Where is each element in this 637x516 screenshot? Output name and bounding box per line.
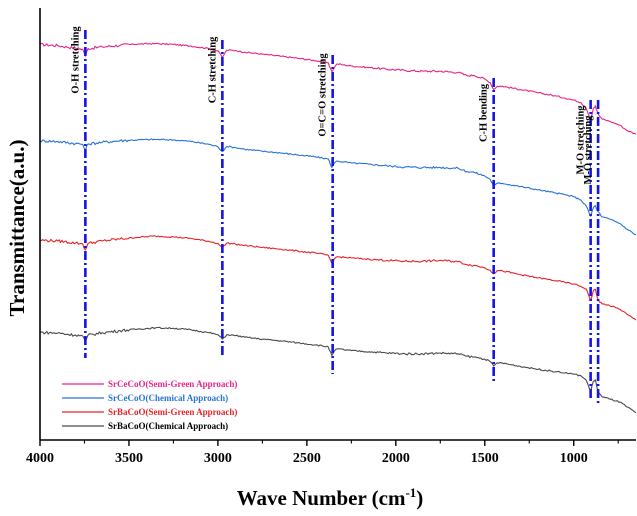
x-tick-label: 1500: [471, 451, 499, 466]
x-tick-label: 2000: [382, 451, 410, 466]
x-tick-label: 3500: [115, 451, 143, 466]
annotation-label: M-O stretching: [583, 115, 594, 185]
annotation-label: C-H bending: [479, 83, 490, 142]
annotation-label: C-H stretching: [207, 36, 218, 103]
legend-label: SrCeCoO(Chemical Approach): [108, 393, 228, 403]
x-ticks: 4000 3500 3000 2500 2000 1500 1000: [26, 440, 619, 466]
annotation-label: M-O stretching: [576, 105, 587, 175]
series-lines: [39, 42, 637, 414]
x-tick-label: 2500: [293, 451, 321, 466]
annotation-label: O=C=O stretching: [318, 53, 329, 137]
x-tick-label: 4000: [26, 451, 54, 466]
series-line: [39, 326, 637, 414]
series-line: [39, 235, 637, 321]
legend-label: SrCeCoO(Semi-Green Approach): [108, 379, 237, 389]
legend: SrCeCoO(Semi-Green Approach) SrCeCoO(Chem…: [62, 379, 237, 431]
x-axis-title-superscript: -1: [405, 485, 416, 500]
legend-label: SrBaCoO(Semi-Green Approach): [108, 407, 237, 417]
annotation-markers: O-H stretching C-H stretching O=C=O stretc…: [70, 26, 600, 405]
x-tick-label: 3000: [204, 451, 232, 466]
series-line: [39, 42, 637, 135]
legend-label: SrBaCoO(Chemical Approach): [108, 421, 228, 431]
x-axis-title: Wave Number (cm-1): [237, 485, 424, 510]
series-line: [39, 138, 637, 236]
x-tick-label: 1000: [560, 451, 588, 466]
axes: [39, 8, 636, 441]
annotation-label: O-H stretching: [70, 26, 81, 94]
y-axis-title: Transmittance(a.u.): [5, 140, 29, 317]
